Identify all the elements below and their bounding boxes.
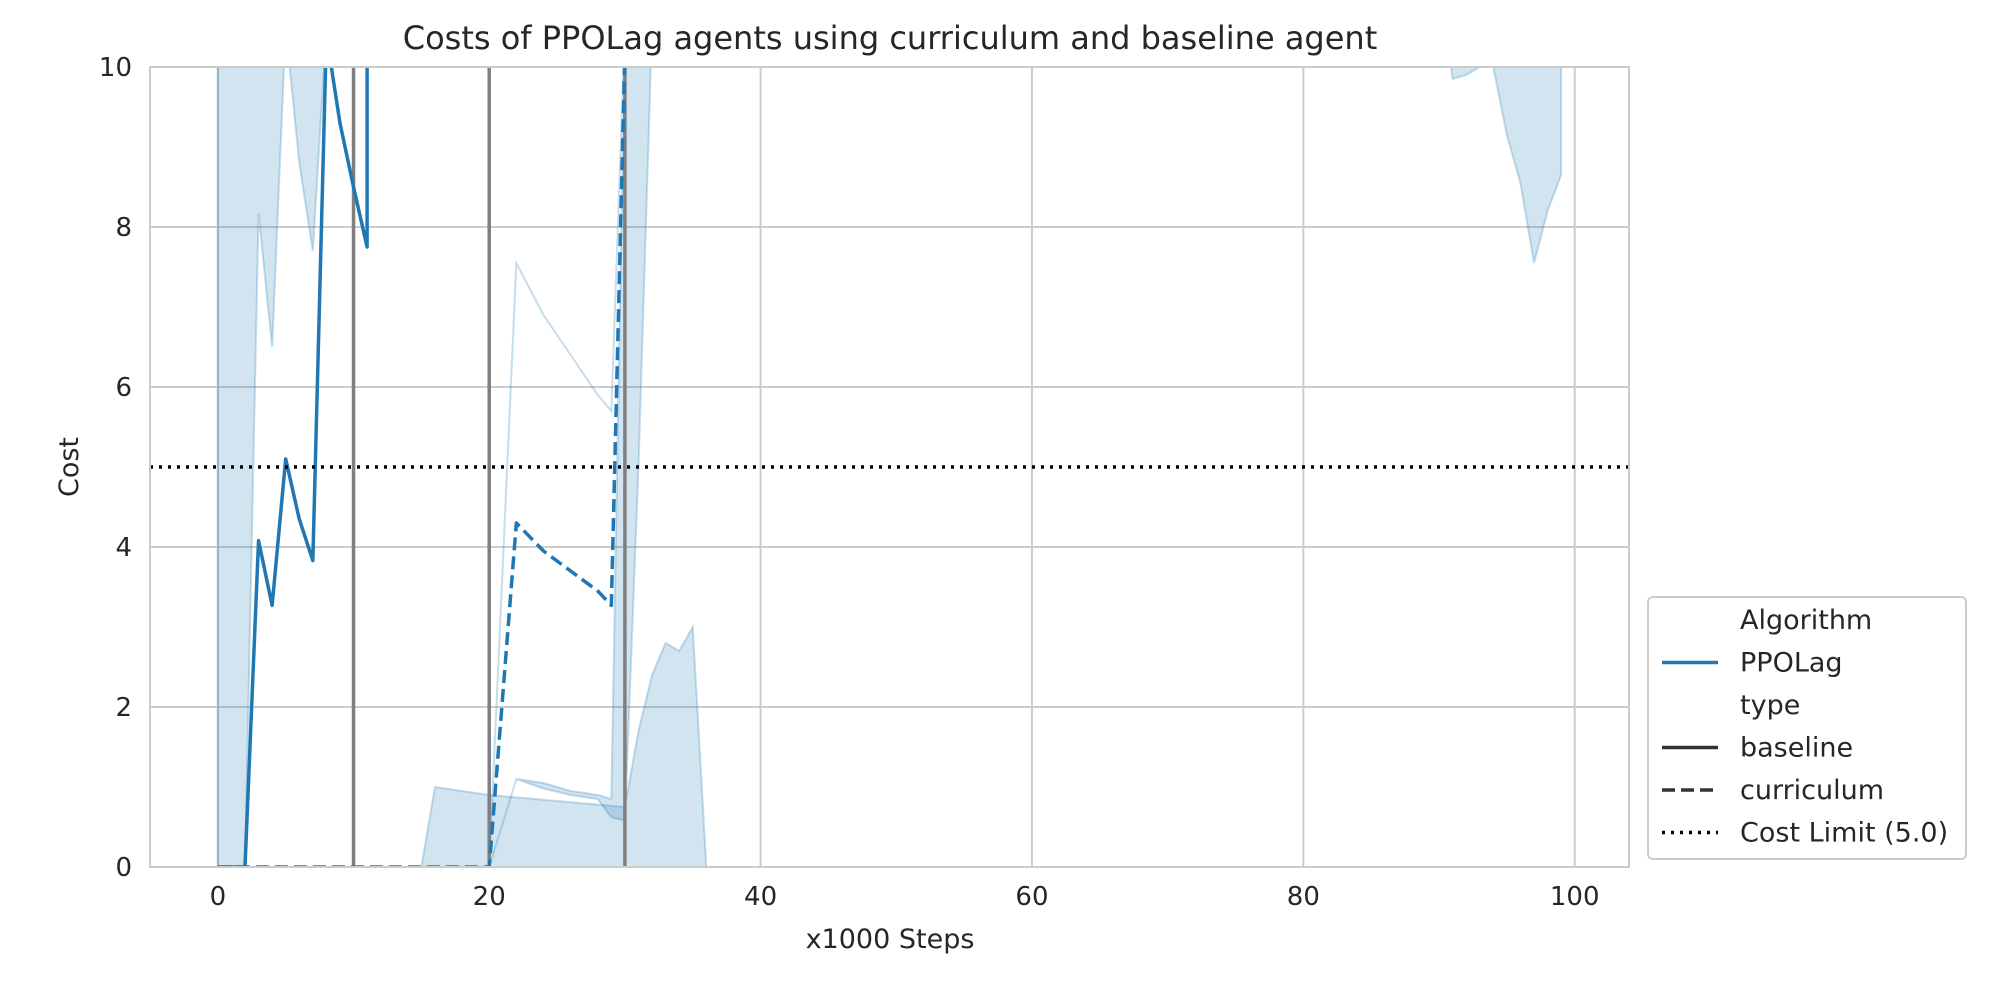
band-baseline-late-band xyxy=(1450,67,1563,264)
legend: Algorithm PPOLag type baseline curriculum Cos… xyxy=(1647,596,1967,860)
x-axis-label: x1000 Steps xyxy=(806,924,975,955)
series-line-baseline xyxy=(217,67,369,867)
legend-entry: PPOLag xyxy=(1662,648,1843,679)
y-tick-label: 0 xyxy=(115,853,132,883)
y-tick-label: 8 xyxy=(115,213,132,243)
legend-entry: Algorithm xyxy=(1740,605,1872,636)
x-tick-label: 100 xyxy=(1550,882,1600,912)
x-tick-label: 80 xyxy=(1287,882,1320,912)
y-tick-label: 6 xyxy=(115,373,132,403)
y-axis-label: Cost xyxy=(54,437,85,497)
series-lines xyxy=(217,67,627,867)
legend-entry: baseline xyxy=(1662,733,1853,764)
legend-entry: type xyxy=(1740,690,1800,721)
legend-label: Algorithm xyxy=(1740,605,1872,636)
plot-frame xyxy=(149,66,1630,868)
y-tick-label: 2 xyxy=(115,693,132,723)
legend-label: baseline xyxy=(1740,733,1853,764)
legend-box xyxy=(1647,596,1967,860)
legend-entry: curriculum xyxy=(1662,775,1884,806)
legend-label: Cost Limit (5.0) xyxy=(1740,818,1948,849)
legend-label: curriculum xyxy=(1740,775,1884,806)
phase-vertical-lines xyxy=(351,67,627,867)
x-tick-label: 0 xyxy=(210,882,227,912)
legend-entries: Algorithm PPOLag type baseline curriculum Cos… xyxy=(1662,605,1948,849)
x-tick-label: 60 xyxy=(1015,882,1048,912)
x-tick-label: 40 xyxy=(744,882,777,912)
y-tick-label: 10 xyxy=(99,53,132,83)
x-tick-label: 20 xyxy=(473,882,506,912)
chart-title: Costs of PPOLag agents using curriculum … xyxy=(403,19,1378,57)
band-baseline xyxy=(216,67,708,867)
legend-entry: Cost Limit (5.0) xyxy=(1662,818,1948,849)
legend-label: PPOLag xyxy=(1740,648,1843,679)
series-line-curriculum xyxy=(217,67,627,867)
tick-labels: 0 20 40 60 80 100 0 2 4 6 8 10 xyxy=(99,53,1600,912)
y-tick-label: 4 xyxy=(115,533,132,563)
legend-label: type xyxy=(1740,690,1800,721)
